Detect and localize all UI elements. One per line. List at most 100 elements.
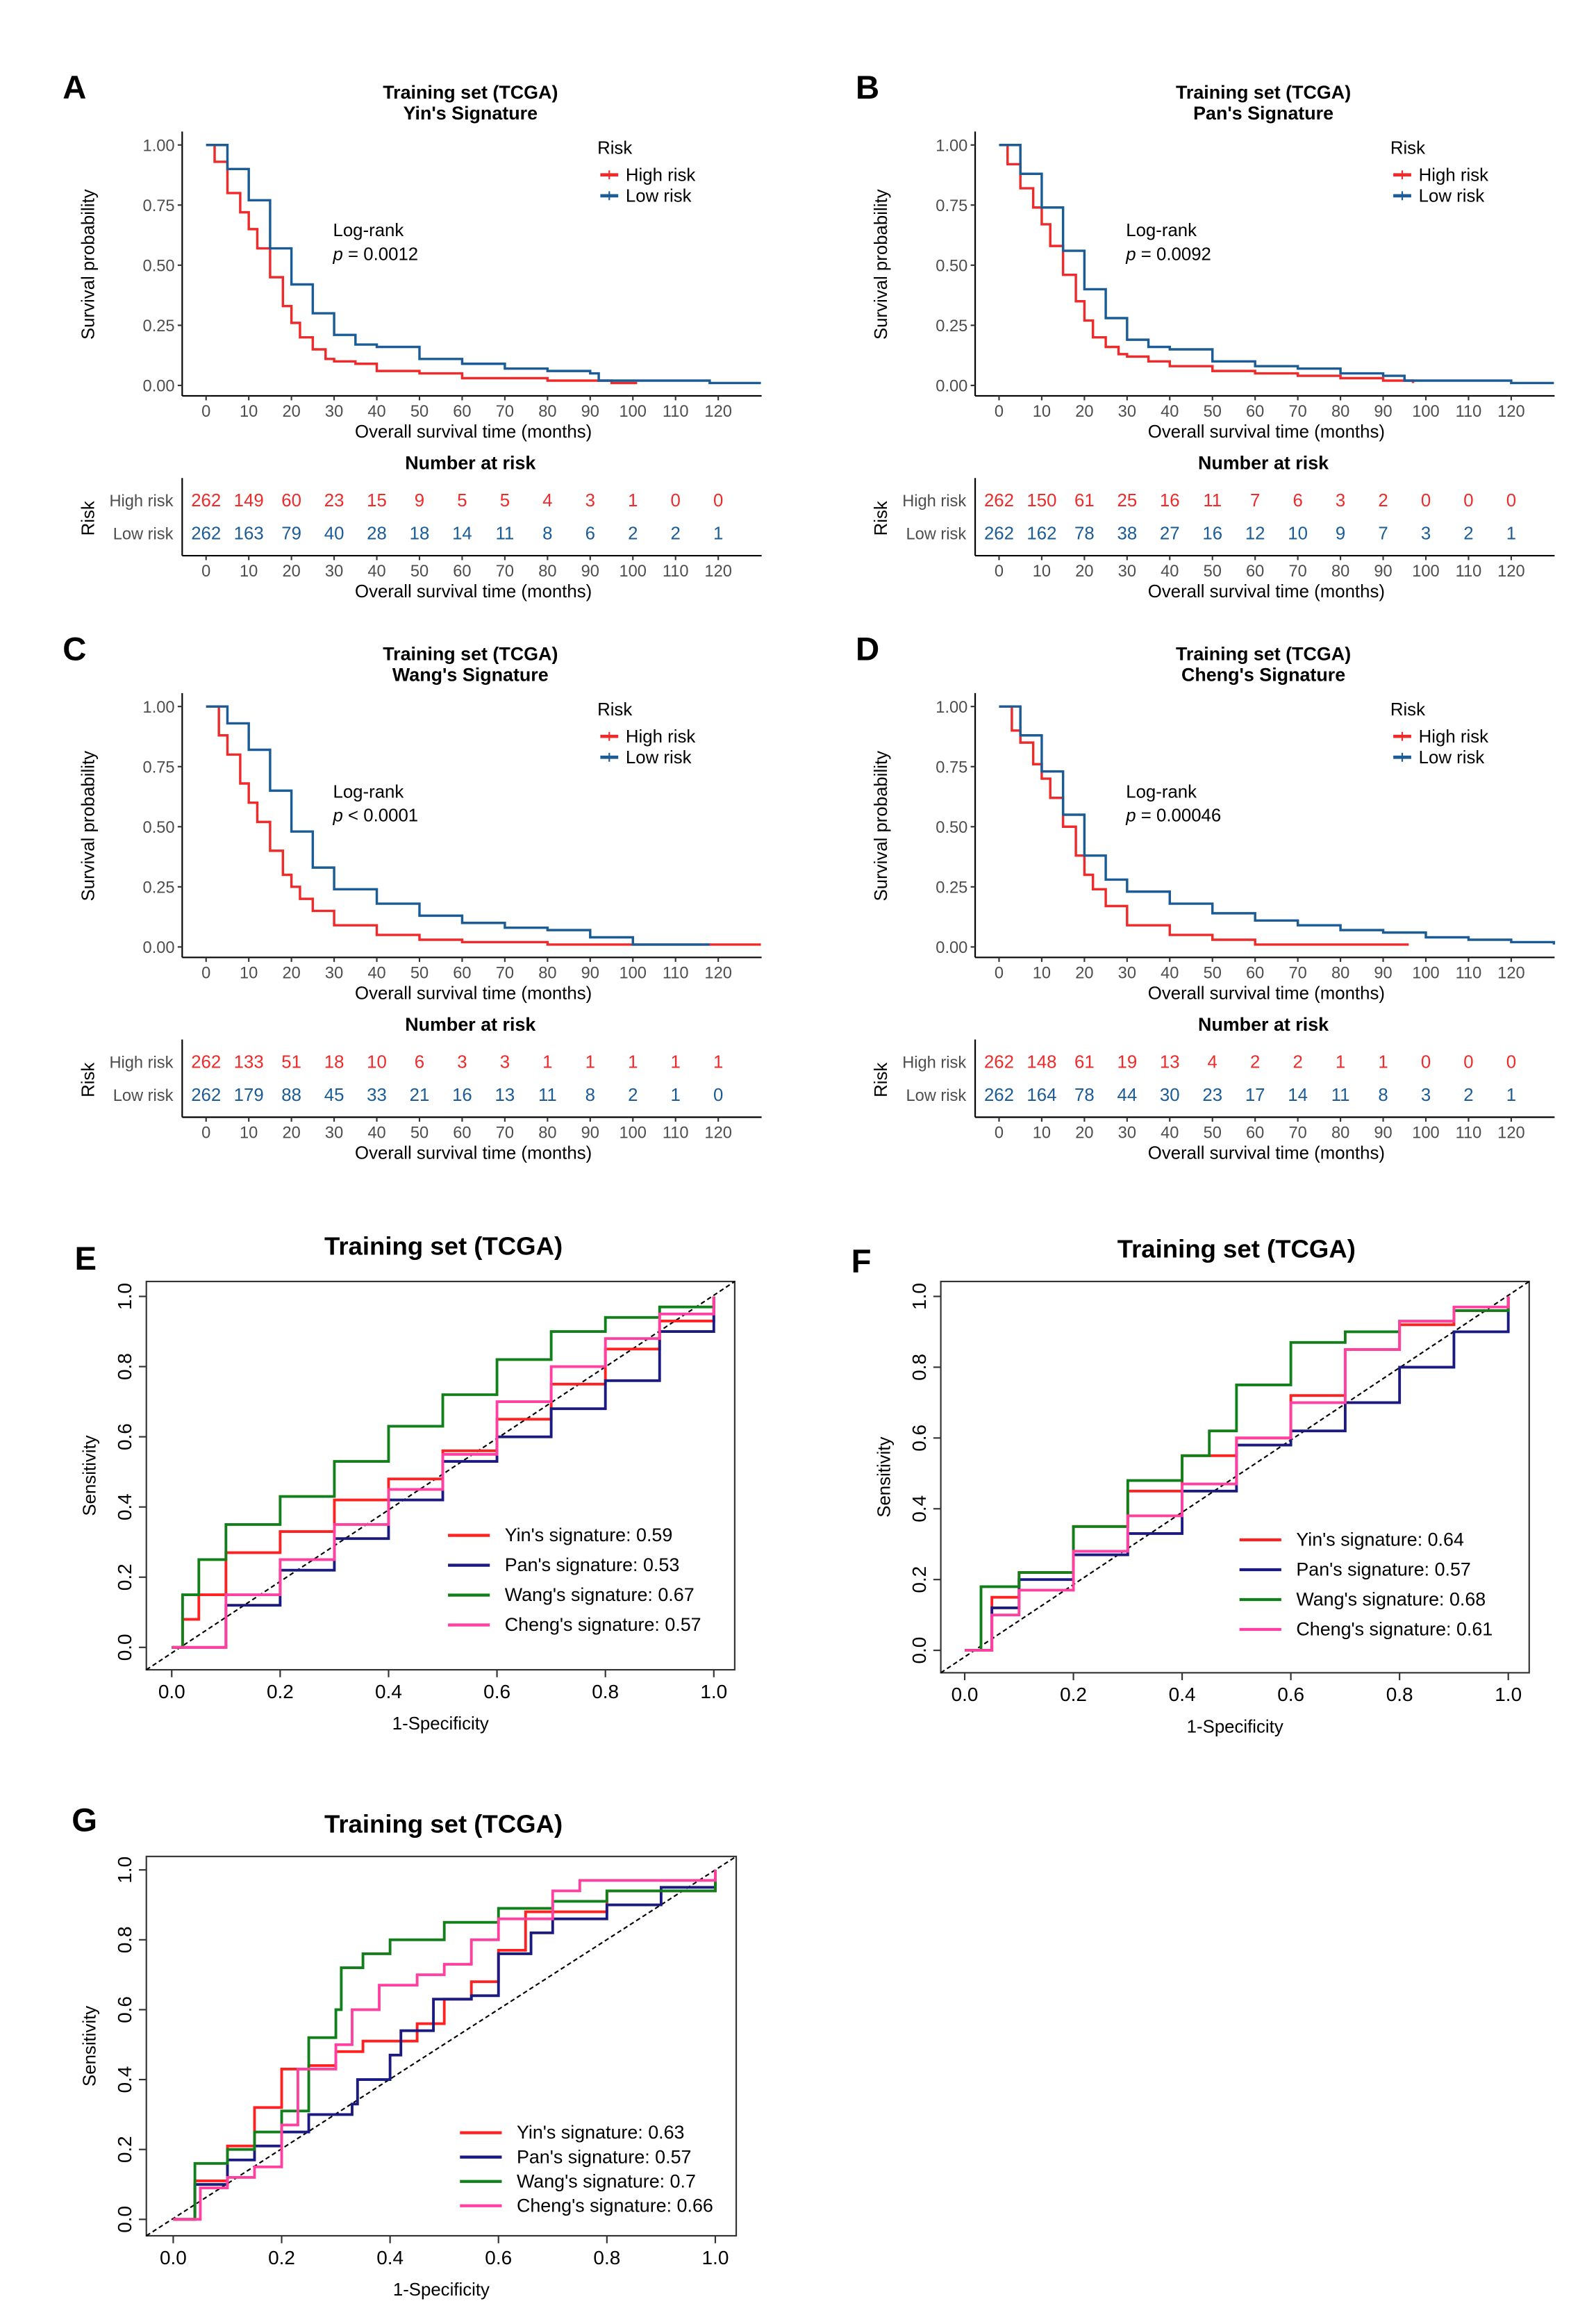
y-tick-label: 0.8 [114,1353,135,1380]
plot-frame [145,1855,738,2237]
x-axis-label: Overall survival time (months) [355,984,592,1004]
y-tick-label: 0.4 [908,1495,930,1522]
risk-count: 1 [1506,524,1516,543]
x-tick-label: 10 [240,965,258,983]
x-tick-label: 80 [538,1124,556,1143]
risk-count: 0 [1421,491,1431,511]
chart-title: Training set (TCGA) [383,644,558,665]
panel-label: C [63,631,86,668]
risk-count: 1 [713,524,723,543]
chart-title: Training set (TCGA) [324,1231,563,1260]
x-tick-label: 110 [1456,403,1482,421]
risk-count: 150 [1026,491,1056,511]
risk-count: 9 [1336,524,1345,543]
chart-subtitle: Pan's Signature [1193,103,1333,124]
y-axis-label: Survival probability [78,189,98,340]
x-tick-label: 110 [1456,965,1482,983]
x-tick-label: 60 [1246,563,1264,581]
risk-count: 2 [1292,1053,1302,1072]
x-tick-label: 20 [282,965,300,983]
chart-subtitle: Wang's Signature [392,665,549,686]
x-tick-label: 40 [1161,563,1179,581]
x-tick-label: 0.2 [267,1681,294,1702]
x-tick-label: 50 [410,965,429,983]
x-tick-label: 10 [1033,965,1051,983]
panel-label: F [851,1243,872,1280]
km-panel-B: B Training set (TCGA)Pan's Signature 0.00 0… [856,69,1555,601]
risk-count: 61 [1074,491,1095,511]
x-tick-label: 60 [453,403,471,421]
risk-count: 1 [628,1053,638,1072]
y-tick-label: 1.0 [908,1283,930,1310]
panel-label: D [856,631,879,668]
y-tick-label: 0.0 [114,1634,135,1661]
risk-row-label: Low risk [113,1087,174,1105]
y-tick-label: 1.00 [936,699,967,717]
logrank-label: Log-rank [333,221,404,240]
risk-count: 23 [1202,1086,1222,1105]
risk-count: 2 [1378,491,1388,511]
x-tick-label: 10 [240,1124,258,1143]
km-panel-D: D Training set (TCGA)Cheng's Signature 0.0… [856,631,1556,1163]
x-tick-label: 0 [995,563,1004,581]
x-tick-label: 50 [1204,563,1222,581]
x-tick-label: 80 [538,965,556,983]
p-symbol: p [332,244,342,264]
risk-count: 13 [495,1086,515,1105]
legend-label: Low risk [626,748,692,767]
risk-count: 5 [500,491,510,511]
x-axis-label: 1-Specificity [1187,1717,1283,1736]
risk-count: 8 [542,524,552,543]
reference-diagonal [940,1281,1530,1674]
x-tick-label: 40 [367,965,385,983]
x-tick-label: 70 [1288,1124,1306,1143]
risk-count: 3 [1421,1086,1431,1105]
risk-table-title: Number at risk [1198,452,1329,473]
panel-label: E [75,1240,97,1277]
risk-count: 11 [538,1086,557,1105]
legend-label: High risk [626,727,695,747]
y-axis-label: Sensitivity [875,1437,895,1518]
risk-count: 33 [367,1086,387,1105]
risk-count: 0 [671,491,681,511]
chart-title: Training set (TCGA) [383,82,558,103]
risk-count: 163 [234,524,264,543]
risk-count: 262 [984,1053,1014,1072]
y-tick-label: 0.00 [143,939,175,957]
x-tick-label: 70 [496,965,514,983]
y-axis-label: Survival probability [872,189,891,340]
risk-count: 1 [1378,1053,1388,1072]
x-tick-label: 0.4 [376,2247,404,2268]
km-panel-A: A Training set (TCGA)Yin's Signature 0.00 0… [63,69,762,601]
y-tick-label: 0.0 [908,1637,930,1664]
risk-row-label: High risk [109,1054,173,1072]
risk-count: 25 [1117,491,1137,511]
y-tick-label: 0.4 [114,1493,135,1520]
x-tick-label: 0 [995,965,1004,983]
km-curve-high-risk [999,144,1415,383]
legend-label: Low risk [1419,748,1485,767]
x-tick-label: 100 [620,1124,647,1143]
risk-count: 2 [628,524,638,543]
risk-count: 2 [1250,1053,1260,1072]
x-tick-label: 100 [1412,403,1439,421]
risk-table-y-label: Risk [78,501,98,536]
panel-label: A [63,69,86,106]
x-tick-label: 0.4 [375,1681,402,1702]
risk-count: 88 [281,1086,301,1105]
y-tick-label: 0.2 [114,1563,135,1591]
risk-count: 11 [1331,1086,1350,1105]
x-tick-label: 0 [201,965,210,983]
x-tick-label: 40 [367,563,385,581]
y-tick-label: 0.00 [936,378,967,396]
x-axis-label: Overall survival time (months) [1148,984,1385,1004]
risk-count: 262 [191,1053,221,1072]
x-tick-label: 20 [282,563,300,581]
risk-count: 16 [1202,524,1222,543]
x-axis-label: Overall survival time (months) [1148,422,1385,442]
y-tick-label: 0.6 [114,1423,135,1450]
x-tick-label: 0 [201,563,210,581]
risk-count: 3 [457,1053,467,1072]
risk-count: 27 [1160,524,1180,543]
roc-panel-E: E Training set (TCGA) 0.0 0.2 0.4 0.6 0.8 1.0 0.… [75,1231,735,1734]
